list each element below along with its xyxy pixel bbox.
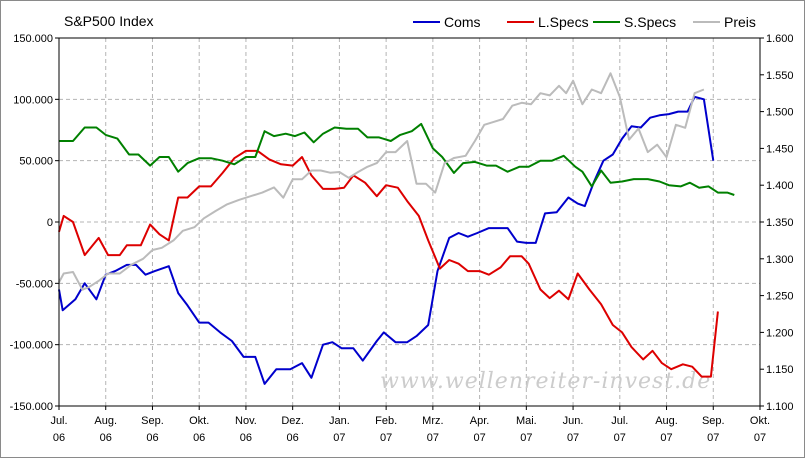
- y-left-tick-label: -50.000: [16, 278, 53, 290]
- x-tick-label-year: 07: [520, 432, 532, 444]
- x-tick-label-month: Jul.: [50, 415, 67, 427]
- series-lines: [58, 72, 735, 385]
- x-tick-label-year: 06: [146, 432, 158, 444]
- y-left-tick-label: 50.000: [19, 156, 53, 168]
- y-right-tick-label: 1.150: [766, 364, 794, 376]
- y-left-tick-label: 100.000: [13, 94, 53, 106]
- watermark-text: www.wellenreiter-invest.de: [380, 369, 711, 394]
- x-tick-label-month: Jun.: [563, 415, 584, 427]
- series-line-preis: [58, 72, 705, 291]
- axes: [55, 37, 764, 410]
- x-tick-label-month: Jul.: [611, 415, 628, 427]
- tick-labels: 150.000 100.000 50.000 0 -50.000 -100.000 -150…: [10, 33, 794, 444]
- y-left-tick-label: 0: [47, 217, 53, 229]
- series-line-s-specs: [59, 122, 735, 196]
- x-tick-label-year: 07: [473, 432, 485, 444]
- x-tick-label-month: Nov.: [235, 415, 257, 427]
- legend: Coms L.Specs S.Specs Preis: [413, 14, 756, 30]
- x-tick-label-month: Sep.: [141, 415, 164, 427]
- x-tick-label-year: 07: [614, 432, 626, 444]
- legend-label: L.Specs: [538, 14, 589, 30]
- x-tick-label-year: 07: [660, 432, 672, 444]
- y-right-tick-label: 1.350: [766, 217, 794, 229]
- legend-label: Coms: [444, 14, 481, 30]
- x-tick-label-year: 07: [754, 432, 766, 444]
- x-tick-label-year: 06: [53, 432, 65, 444]
- y-right-tick-label: 1.600: [766, 33, 794, 45]
- x-tick-label-month: Okt.: [189, 415, 209, 427]
- x-tick-label-month: Mrz.: [422, 415, 443, 427]
- x-tick-label-year: 07: [380, 432, 392, 444]
- x-tick-label-month: Sep.: [702, 415, 725, 427]
- gridlines: [58, 37, 761, 407]
- y-right-tick-label: 1.500: [766, 107, 794, 119]
- x-tick-label-month: Okt.: [750, 415, 770, 427]
- x-tick-label-month: Feb.: [375, 415, 397, 427]
- x-tick-label-month: Apr.: [470, 415, 490, 427]
- legend-label: S.Specs: [624, 14, 676, 30]
- x-tick-label-month: Dez.: [281, 415, 304, 427]
- x-tick-label-year: 06: [287, 432, 299, 444]
- y-right-tick-label: 1.550: [766, 70, 794, 82]
- x-tick-label-year: 06: [240, 432, 252, 444]
- x-tick-label-month: Mai.: [516, 415, 537, 427]
- y-right-tick-label: 1.200: [766, 327, 794, 339]
- x-tick-label-month: Aug.: [655, 415, 678, 427]
- series-line-l-specs: [58, 149, 719, 378]
- y-right-tick-label: 1.250: [766, 291, 794, 303]
- y-right-tick-label: 1.450: [766, 143, 794, 155]
- x-tick-label-month: Aug.: [94, 415, 117, 427]
- y-right-tick-label: 1.100: [766, 401, 794, 413]
- y-right-tick-label: 1.400: [766, 180, 794, 192]
- series-line-coms: [58, 95, 715, 385]
- y-right-tick-label: 1.300: [766, 254, 794, 266]
- y-left-tick-label: 150.000: [13, 33, 53, 45]
- x-tick-label-month: Jan.: [329, 415, 350, 427]
- legend-label: Preis: [724, 14, 756, 30]
- x-tick-label-year: 07: [707, 432, 719, 444]
- x-tick-label-year: 06: [100, 432, 112, 444]
- chart-title: S&P500 Index: [64, 13, 154, 29]
- x-tick-label-year: 07: [333, 432, 345, 444]
- x-tick-label-year: 07: [427, 432, 439, 444]
- x-tick-label-year: 06: [193, 432, 205, 444]
- x-tick-label-year: 07: [567, 432, 579, 444]
- y-left-tick-label: -150.000: [10, 401, 53, 413]
- y-left-tick-label: -100.000: [10, 340, 53, 352]
